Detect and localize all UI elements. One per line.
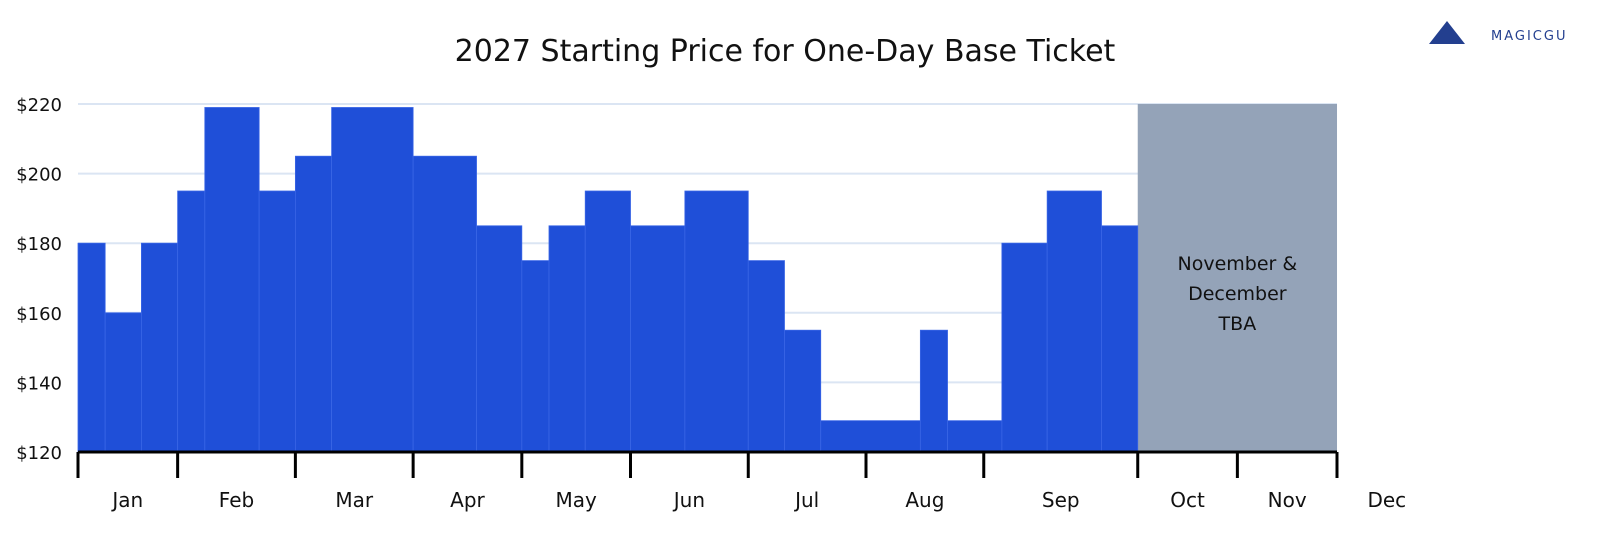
price-bar xyxy=(1046,190,1102,453)
tba-label-line: November & xyxy=(1178,253,1298,275)
price-bar xyxy=(141,242,179,453)
price-bar xyxy=(919,329,948,453)
x-tick-label: Jun xyxy=(672,488,705,512)
price-bar xyxy=(947,420,1003,453)
price-bar xyxy=(331,107,414,453)
price-bar xyxy=(1101,225,1139,453)
tba-label-line: December xyxy=(1188,283,1287,305)
price-bar xyxy=(820,420,921,453)
x-tick-label: Dec xyxy=(1367,488,1406,512)
price-bar xyxy=(1001,242,1048,453)
x-tick-label: Oct xyxy=(1170,488,1205,512)
y-axis-tick-labels: $120 $140 $160 $180 $200 $220 xyxy=(16,95,62,464)
price-bar xyxy=(204,107,260,453)
x-tick-label: Mar xyxy=(335,488,374,512)
x-tick-label: Jul xyxy=(793,488,819,512)
brand-logo: MAGICGU xyxy=(1429,21,1567,44)
x-axis-tick-labels: Jan Feb Mar Apr May Jun Jul Aug Sep Oct Nov Dec xyxy=(110,488,1406,512)
x-tick-label: Jan xyxy=(110,488,143,512)
x-tick-label: Nov xyxy=(1268,488,1307,512)
x-tick-label: Aug xyxy=(905,488,944,512)
price-bar xyxy=(747,260,785,453)
price-bar xyxy=(521,260,550,453)
x-axis xyxy=(76,450,1339,478)
x-tick-label: Feb xyxy=(219,488,254,512)
x-tick-label: Apr xyxy=(450,488,485,512)
price-bar xyxy=(104,312,142,453)
price-bar xyxy=(77,242,106,453)
price-bar xyxy=(476,225,523,453)
tba-label-line: TBA xyxy=(1218,313,1257,335)
x-tick-label: Sep xyxy=(1042,488,1080,512)
price-bar xyxy=(684,190,749,453)
price-bar xyxy=(584,190,631,453)
price-bar xyxy=(784,329,822,453)
y-tick-label: $220 xyxy=(16,95,62,116)
price-bar xyxy=(412,155,477,453)
y-tick-label: $180 xyxy=(16,234,62,255)
brand-logo-icon xyxy=(1429,21,1465,44)
chart-title: 2027 Starting Price for One-Day Base Tic… xyxy=(455,34,1116,69)
price-bar xyxy=(630,225,686,453)
bars xyxy=(77,107,1139,453)
y-tick-label: $200 xyxy=(16,165,62,186)
price-bar xyxy=(177,190,206,453)
tba-block xyxy=(1137,104,1338,452)
x-tick-label: May xyxy=(555,488,597,512)
price-bar xyxy=(258,190,296,453)
price-bar xyxy=(548,225,586,453)
brand-logo-text: MAGICGU xyxy=(1491,29,1567,44)
y-tick-label: $120 xyxy=(16,443,62,464)
tba-region: November & December TBA xyxy=(1137,104,1338,452)
price-bar xyxy=(294,155,333,453)
y-tick-label: $140 xyxy=(16,373,62,394)
y-tick-label: $160 xyxy=(16,304,62,325)
